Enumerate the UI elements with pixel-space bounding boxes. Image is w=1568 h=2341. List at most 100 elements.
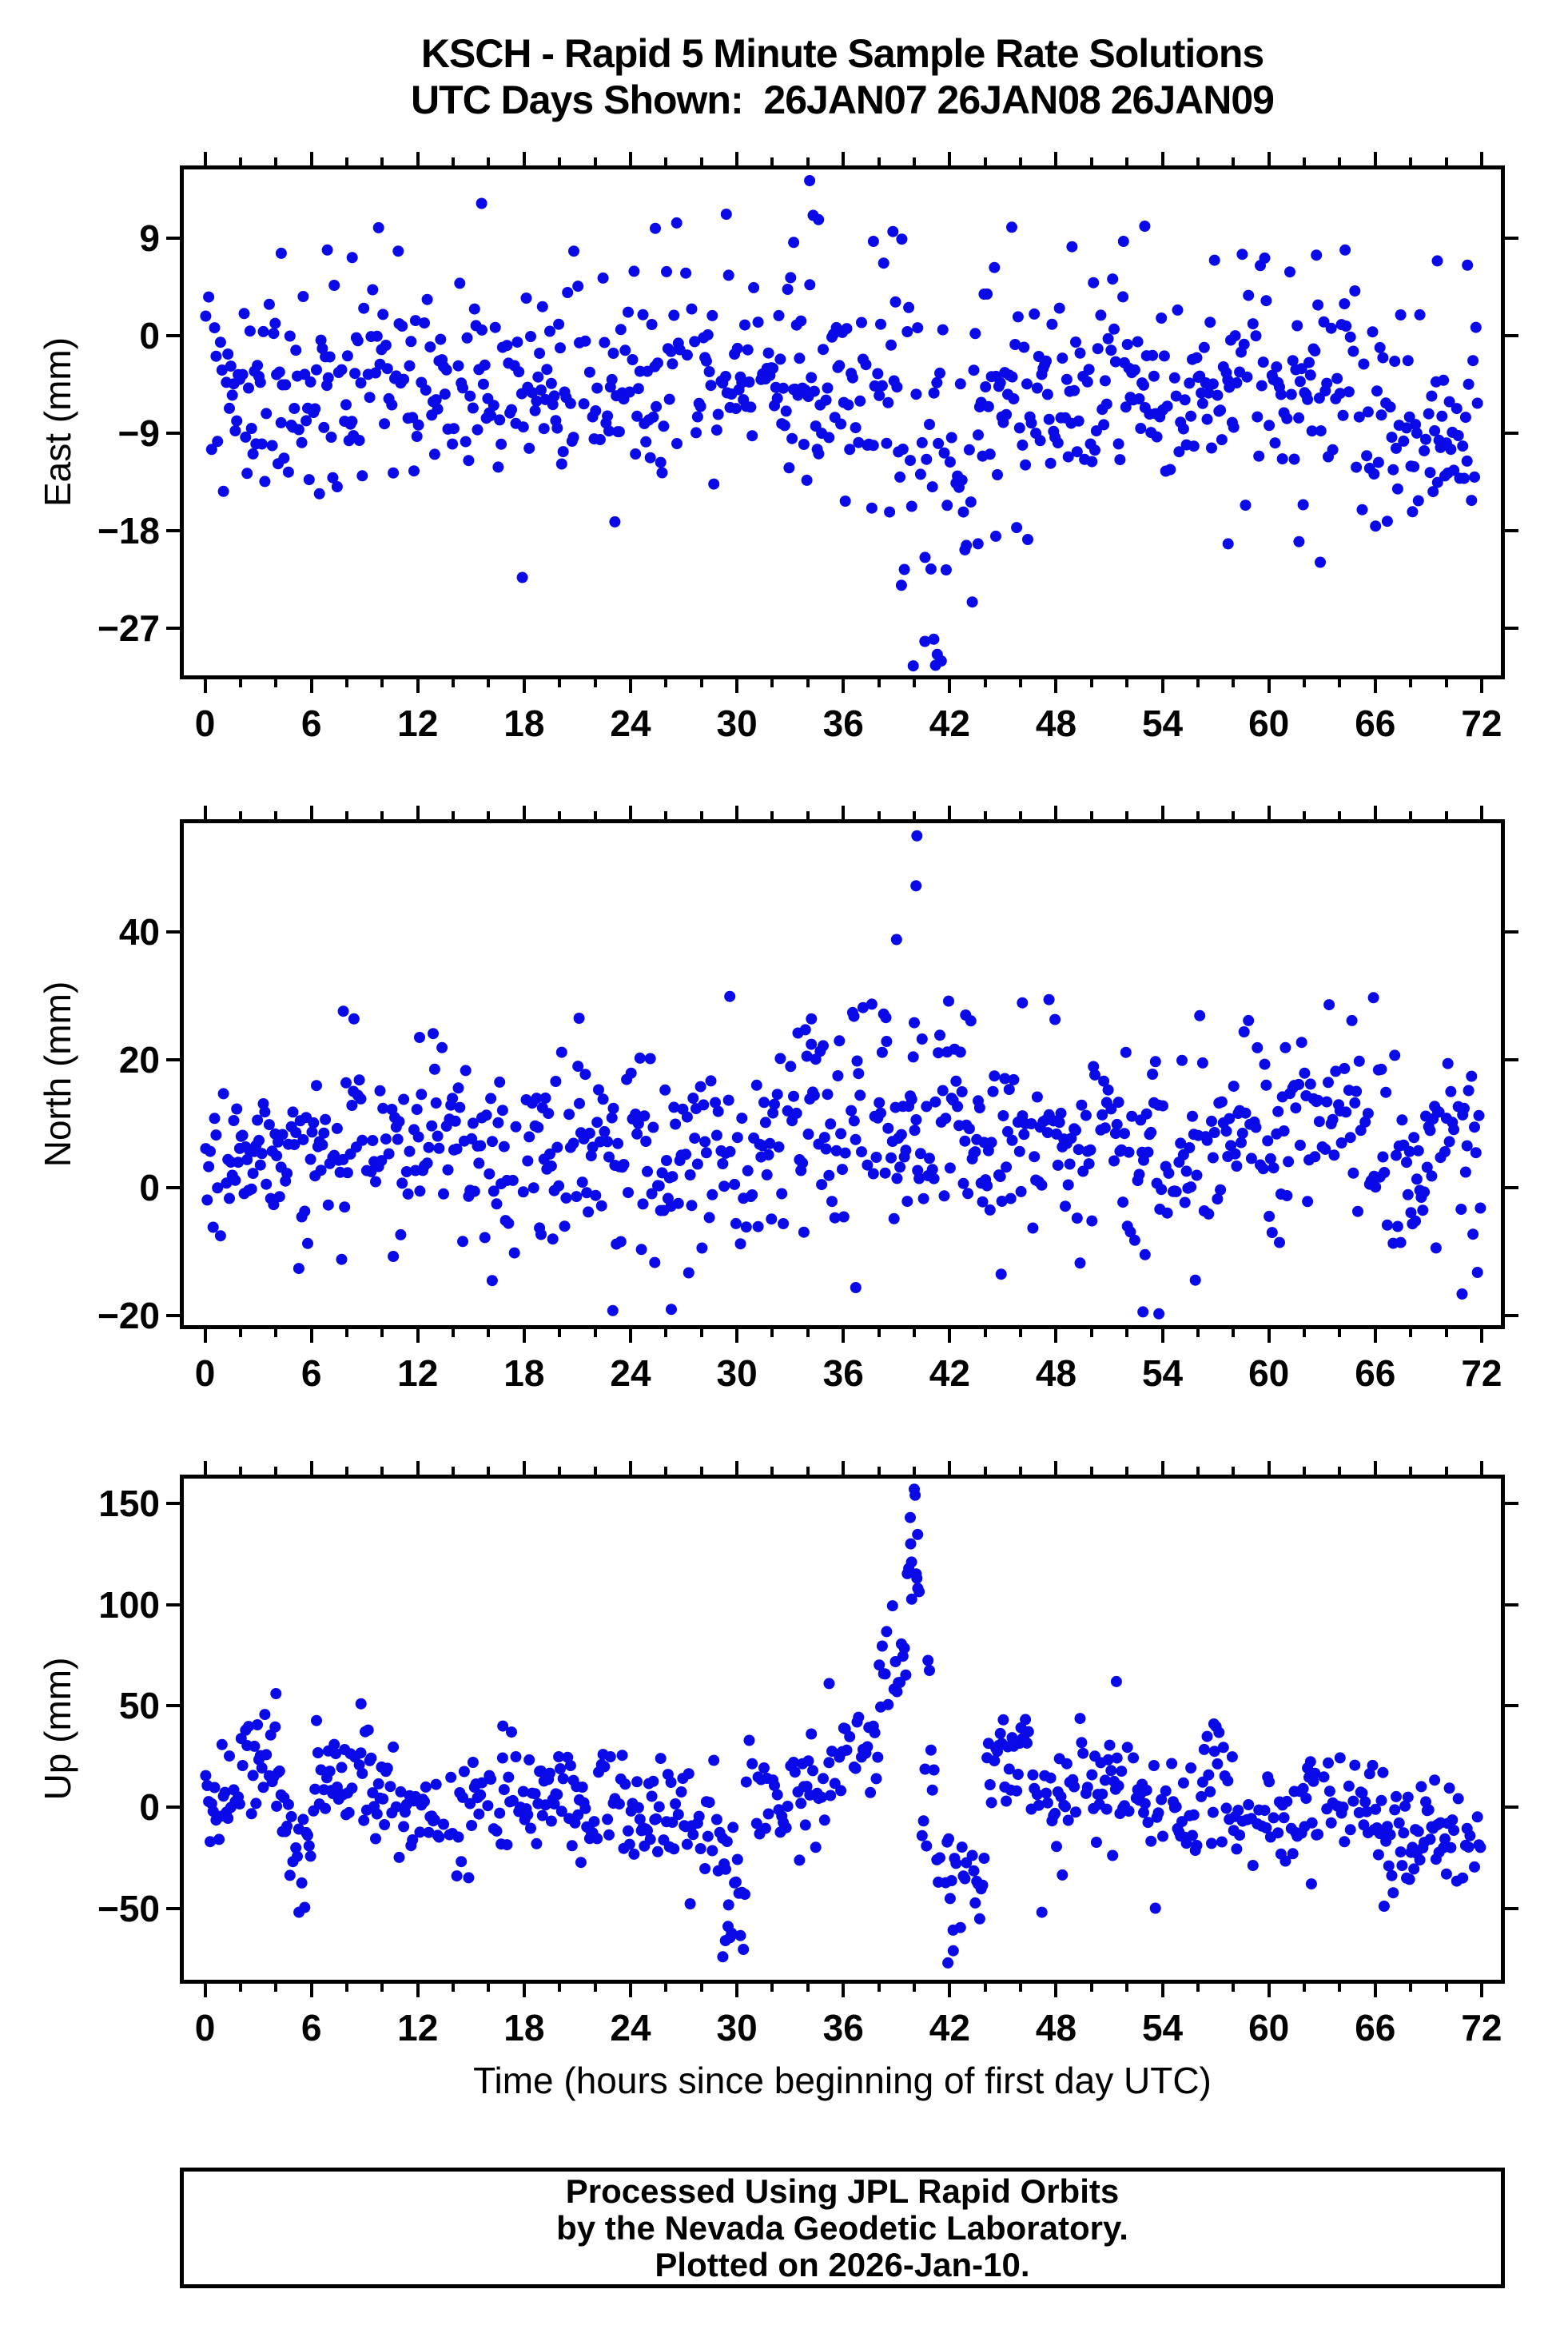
scatter-point [872, 368, 884, 380]
scatter-point [217, 1088, 229, 1100]
scatter-point [773, 1141, 785, 1153]
scatter-point [1462, 259, 1474, 271]
scatter-point [642, 1825, 653, 1837]
scatter-point [1128, 364, 1140, 376]
y-tick-label: 50 [118, 1685, 160, 1727]
y-tick [166, 1704, 180, 1708]
scatter-point [1383, 1860, 1395, 1872]
scatter-point [485, 1093, 497, 1105]
scatter-point [846, 372, 858, 384]
scatter-point [1325, 322, 1337, 334]
scatter-point [1356, 1787, 1368, 1799]
scatter-point [666, 1304, 677, 1316]
scatter-point [448, 423, 460, 435]
scatter-point [869, 1726, 881, 1738]
scatter-point [1451, 403, 1463, 415]
scatter-point [407, 1834, 419, 1845]
scatter-point [1198, 1743, 1210, 1755]
scatter-point [355, 1747, 367, 1759]
scatter-point [1264, 420, 1275, 432]
scatter-point [1278, 1812, 1290, 1824]
scatter-point [905, 1538, 917, 1550]
scatter-point [1334, 388, 1346, 400]
scatter-point [623, 386, 635, 398]
scatter-point [684, 1169, 696, 1180]
scatter-point [555, 458, 567, 470]
x-tick [983, 1467, 987, 1475]
scatter-point [517, 1786, 529, 1798]
scatter-point [703, 366, 715, 377]
scatter-point [632, 383, 644, 395]
scatter-point [862, 1741, 874, 1753]
scatter-point [978, 1853, 990, 1864]
x-tick [699, 1984, 703, 1992]
scatter-point [1353, 1055, 1365, 1067]
scatter-point [1029, 308, 1041, 320]
y-tick [166, 627, 180, 631]
x-tick [842, 1329, 846, 1343]
scatter-point [1243, 289, 1255, 301]
scatter-point [1158, 350, 1170, 362]
scatter-point [1111, 1118, 1123, 1130]
scatter-point [905, 455, 916, 467]
x-tick [806, 1329, 810, 1337]
scatter-point [1335, 1137, 1347, 1149]
scatter-point [1293, 412, 1305, 424]
scatter-point [1402, 355, 1414, 367]
x-tick [1160, 806, 1164, 819]
scatter-point [736, 1113, 748, 1125]
scatter-point [1274, 1236, 1285, 1248]
scatter-point [1351, 1085, 1363, 1097]
scatter-point [944, 456, 956, 468]
scatter-point [879, 1167, 891, 1179]
scatter-point [1436, 410, 1448, 422]
scatter-point [984, 1779, 996, 1790]
scatter-point [853, 1068, 865, 1080]
scatter-point [492, 1117, 504, 1129]
scatter-point [1331, 372, 1343, 384]
scatter-point [581, 1187, 593, 1199]
scatter-point [1156, 313, 1168, 324]
scatter-point [1367, 1759, 1379, 1771]
x-tick [1125, 679, 1129, 687]
scatter-point [1247, 318, 1259, 330]
scatter-point [1161, 400, 1173, 412]
x-tick [806, 1467, 810, 1475]
scatter-point [1100, 1803, 1112, 1815]
scatter-point [1459, 1166, 1471, 1178]
scatter-point [476, 197, 488, 209]
scatter-point [1022, 1726, 1034, 1738]
scatter-point [776, 1188, 788, 1200]
scatter-point [404, 360, 416, 372]
scatter-point [1128, 1234, 1140, 1246]
scatter-point [308, 1117, 320, 1129]
scatter-point [205, 1836, 216, 1848]
scatter-point [320, 1802, 332, 1814]
scatter-point [428, 448, 440, 460]
scatter-point [203, 1161, 215, 1172]
scatter-point [1294, 1139, 1306, 1151]
scatter-point [1073, 1144, 1084, 1156]
scatter-point [1086, 1215, 1098, 1227]
scatter-point [201, 1194, 213, 1206]
scatter-point [209, 1782, 221, 1794]
scatter-point [1089, 1069, 1100, 1081]
scatter-point [496, 1752, 508, 1764]
scatter-point [523, 1754, 535, 1766]
x-tick [1338, 1467, 1342, 1475]
scatter-point [225, 360, 237, 372]
scatter-point [501, 1839, 513, 1851]
scatter-point [1017, 439, 1029, 451]
scatter-point [257, 1782, 269, 1794]
scatter-point [1398, 1827, 1410, 1839]
scatter-point [924, 419, 935, 430]
scatter-point [631, 1128, 643, 1140]
scatter-point [703, 1797, 715, 1809]
scatter-point [1012, 311, 1024, 323]
x-tick [416, 1329, 420, 1343]
scatter-point [1231, 1843, 1243, 1855]
x-tick [1373, 806, 1377, 819]
scatter-point [1070, 1125, 1081, 1137]
scatter-point [634, 1052, 646, 1064]
y-tick [1505, 1057, 1518, 1061]
